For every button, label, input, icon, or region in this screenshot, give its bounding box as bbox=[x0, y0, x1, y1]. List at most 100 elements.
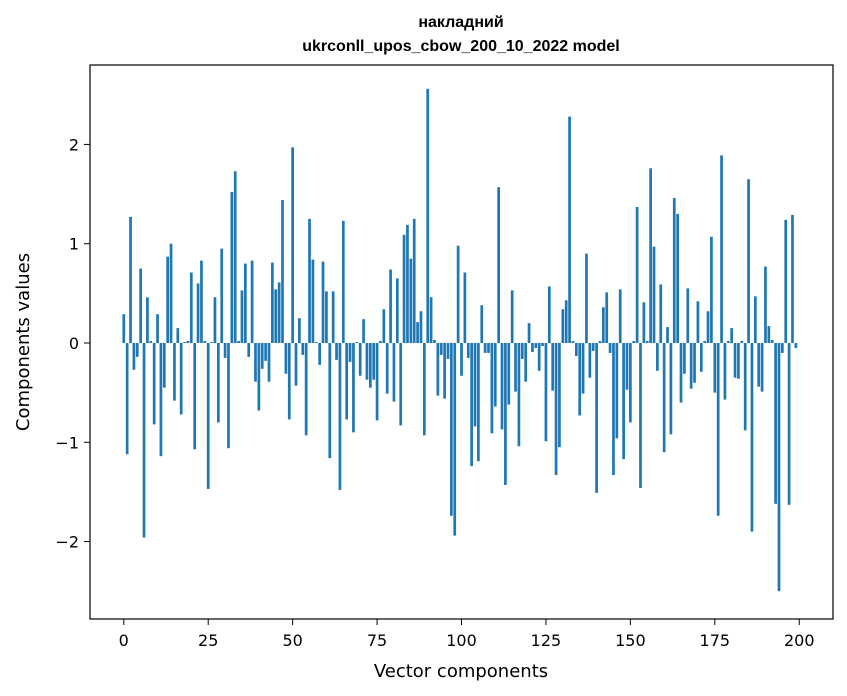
bar bbox=[716, 342, 720, 516]
bar bbox=[683, 342, 686, 374]
bar bbox=[233, 171, 237, 343]
bar bbox=[341, 220, 345, 343]
chart-title-line2: ukrconll_upos_cbow_200_10_2022 model bbox=[302, 38, 619, 55]
bar bbox=[642, 302, 646, 343]
bar bbox=[733, 342, 737, 378]
bar bbox=[470, 342, 473, 467]
bar bbox=[139, 268, 143, 343]
bar bbox=[264, 342, 267, 361]
bar bbox=[527, 323, 531, 343]
bar bbox=[338, 342, 342, 490]
bar bbox=[132, 342, 136, 370]
bar bbox=[162, 342, 166, 388]
bar bbox=[375, 342, 379, 421]
bar bbox=[382, 309, 386, 343]
bar bbox=[581, 342, 585, 394]
bar bbox=[220, 248, 224, 343]
bar bbox=[710, 236, 713, 343]
bar bbox=[210, 342, 213, 343]
bar bbox=[277, 282, 281, 343]
bar bbox=[504, 342, 507, 485]
bar bbox=[726, 341, 730, 343]
bar bbox=[453, 342, 457, 536]
bar bbox=[679, 342, 683, 403]
bar bbox=[483, 342, 487, 353]
bar bbox=[656, 342, 659, 371]
bar bbox=[770, 340, 774, 343]
bar bbox=[514, 342, 517, 392]
bar bbox=[281, 200, 284, 343]
bar bbox=[240, 290, 244, 343]
bar bbox=[142, 342, 146, 538]
bar bbox=[730, 328, 734, 343]
bar bbox=[179, 342, 183, 415]
bar bbox=[649, 168, 652, 343]
bar bbox=[365, 342, 369, 380]
bar bbox=[301, 342, 305, 355]
bar bbox=[554, 342, 558, 476]
bar bbox=[568, 116, 571, 343]
bar bbox=[169, 243, 173, 343]
bar bbox=[743, 342, 747, 431]
bar bbox=[777, 342, 781, 592]
bar bbox=[780, 342, 784, 353]
bar bbox=[287, 342, 291, 420]
bar bbox=[426, 88, 430, 343]
bar bbox=[699, 342, 703, 372]
bar bbox=[541, 342, 544, 346]
bar bbox=[544, 342, 548, 442]
bar bbox=[591, 342, 595, 351]
bar bbox=[237, 341, 240, 343]
bar bbox=[395, 278, 399, 343]
bar bbox=[328, 342, 332, 459]
bar bbox=[385, 342, 389, 394]
bar bbox=[487, 342, 490, 353]
bar bbox=[480, 305, 484, 343]
bar bbox=[585, 253, 588, 343]
bar bbox=[358, 342, 362, 376]
bar bbox=[760, 342, 764, 392]
bars-group bbox=[122, 88, 798, 592]
bar bbox=[213, 297, 217, 343]
bar bbox=[446, 342, 450, 359]
bar bbox=[463, 272, 467, 343]
x-axis-ticks: 0 25 50 75 100 125 150 175 200 bbox=[119, 619, 815, 650]
bar bbox=[436, 342, 440, 396]
bar bbox=[517, 342, 521, 447]
bar bbox=[183, 342, 186, 343]
x-tick-label: 50 bbox=[282, 631, 302, 650]
bar bbox=[524, 342, 528, 382]
bar bbox=[206, 342, 210, 489]
bar bbox=[311, 259, 315, 343]
x-tick-label: 175 bbox=[700, 631, 731, 650]
bar bbox=[635, 206, 639, 343]
bar bbox=[125, 342, 129, 455]
bar bbox=[612, 342, 615, 476]
bar bbox=[193, 342, 197, 450]
bar bbox=[166, 256, 170, 343]
bar bbox=[152, 342, 156, 425]
bar bbox=[135, 342, 139, 357]
bar bbox=[645, 341, 649, 343]
bar bbox=[477, 342, 480, 462]
bar bbox=[632, 341, 636, 343]
bar bbox=[601, 307, 605, 343]
x-tick-label: 125 bbox=[531, 631, 562, 650]
bar bbox=[314, 342, 318, 343]
bar bbox=[362, 319, 365, 343]
bar bbox=[308, 218, 311, 343]
bar bbox=[574, 342, 578, 356]
bar bbox=[409, 258, 413, 343]
bar bbox=[605, 292, 609, 343]
bar bbox=[203, 341, 207, 343]
bar bbox=[146, 297, 149, 343]
bar bbox=[723, 342, 727, 400]
bar bbox=[561, 309, 565, 343]
bar bbox=[406, 224, 409, 343]
bar bbox=[750, 342, 754, 532]
bar bbox=[433, 340, 436, 343]
bar bbox=[247, 342, 251, 357]
bar bbox=[352, 342, 355, 433]
bar bbox=[304, 342, 308, 436]
